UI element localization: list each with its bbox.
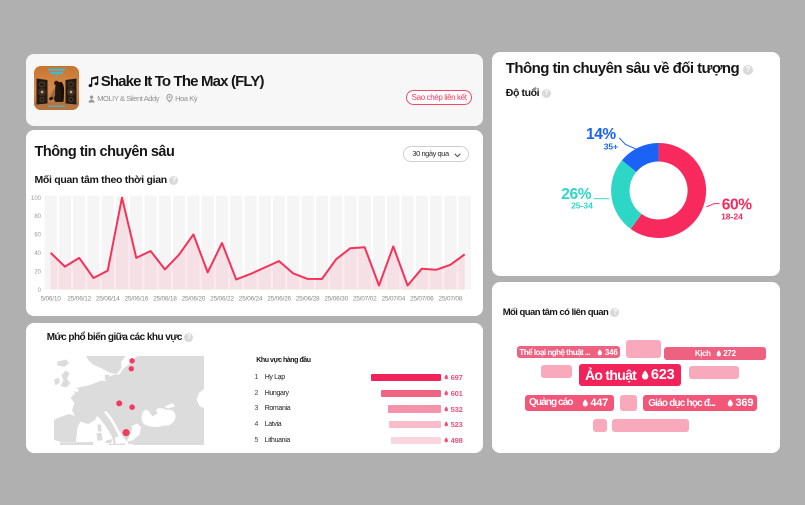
svg-text:80: 80 <box>34 215 41 221</box>
svg-text:25/07/08: 25/07/08 <box>438 296 462 303</box>
svg-text:40: 40 <box>34 251 41 257</box>
svg-text:25/06/28: 25/06/28 <box>295 296 319 303</box>
svg-text:60: 60 <box>34 233 41 239</box>
svg-text:25/06/14: 25/06/14 <box>96 296 120 303</box>
svg-text:25/07/02: 25/07/02 <box>353 296 377 303</box>
svg-text:25/07/04: 25/07/04 <box>381 296 405 303</box>
svg-text:35+: 35+ <box>604 142 618 152</box>
svg-text:0: 0 <box>37 288 41 294</box>
svg-text:25/06/24: 25/06/24 <box>238 296 262 303</box>
svg-text:100: 100 <box>31 196 42 202</box>
svg-text:25/06/30: 25/06/30 <box>324 296 348 303</box>
svg-text:25/06/18: 25/06/18 <box>153 296 177 303</box>
svg-text:5/06/10: 5/06/10 <box>40 296 61 303</box>
svg-text:14%: 14% <box>586 126 616 143</box>
svg-text:25/06/26: 25/06/26 <box>267 296 291 303</box>
svg-text:25/06/20: 25/06/20 <box>181 296 205 303</box>
svg-text:26%: 26% <box>561 186 591 203</box>
svg-text:20: 20 <box>34 270 41 276</box>
svg-text:25/06/12: 25/06/12 <box>67 296 91 303</box>
svg-text:18-24: 18-24 <box>721 212 743 222</box>
svg-text:25/06/22: 25/06/22 <box>210 296 234 303</box>
svg-text:60%: 60% <box>722 197 752 214</box>
svg-text:25-34: 25-34 <box>571 201 593 211</box>
svg-text:25/06/16: 25/06/16 <box>124 296 148 303</box>
svg-text:25/07/06: 25/07/06 <box>410 296 434 303</box>
